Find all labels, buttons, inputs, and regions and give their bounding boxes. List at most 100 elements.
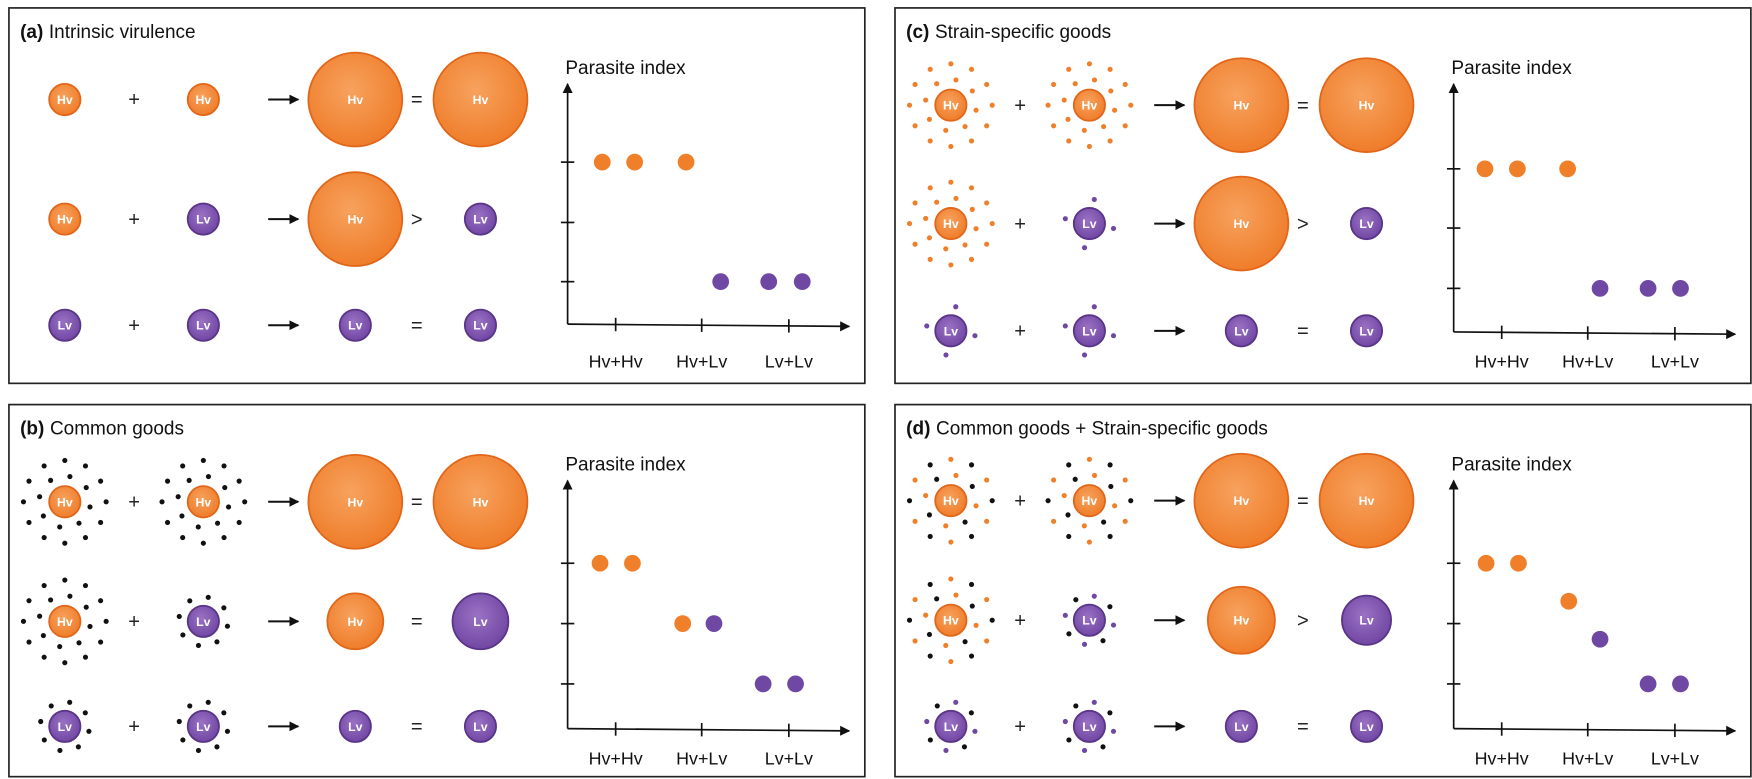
cell-label: Lv: [1082, 324, 1097, 338]
operator: +: [1014, 716, 1026, 738]
cell-label: Hv: [1234, 217, 1250, 231]
cell-label: Hv: [943, 99, 959, 113]
goods-dot: [1112, 108, 1117, 113]
cell-label: Hv: [943, 217, 959, 231]
operator: =: [411, 611, 423, 633]
cell-label: Hv: [1234, 614, 1250, 628]
goods-dot: [1108, 484, 1113, 489]
cell-label: Hv: [347, 495, 363, 509]
cell-label: Lv: [944, 720, 959, 734]
goods-dot: [907, 618, 912, 623]
cell-label: Lv: [196, 720, 211, 734]
goods-dot: [1051, 519, 1056, 524]
cell-label: Hv: [57, 615, 73, 629]
goods-dot: [1123, 477, 1128, 482]
goods-dot: [943, 523, 948, 528]
goods-dot: [225, 624, 230, 629]
goods-dot: [973, 503, 978, 508]
panel-title: (c)Strain-specific goods: [906, 22, 1111, 43]
goods-dot: [221, 710, 226, 715]
goods-dot: [222, 485, 227, 490]
cell-label: Hv: [1359, 99, 1375, 113]
operator: +: [1014, 610, 1026, 632]
goods-dot: [83, 535, 88, 540]
y-axis-label: Parasite index: [1451, 455, 1572, 476]
cell-label: Hv: [1234, 99, 1250, 113]
goods-dot: [969, 534, 974, 539]
goods-dot: [226, 504, 231, 509]
goods-dot: [912, 200, 917, 205]
cell-label: Hv: [943, 494, 959, 508]
goods-dot: [973, 623, 978, 628]
index-point: [1477, 160, 1494, 177]
goods-dot: [98, 520, 103, 525]
index-point: [1640, 676, 1657, 693]
goods-dot: [1082, 128, 1087, 133]
goods-dot: [62, 660, 67, 665]
goods-dot: [87, 504, 92, 509]
goods-dot: [237, 479, 242, 484]
index-point: [1560, 593, 1577, 610]
goods-dot: [923, 216, 928, 221]
cell-label: Lv: [1082, 614, 1097, 628]
goods-dot: [49, 703, 54, 708]
operator: +: [128, 89, 140, 111]
cell-label: Lv: [1082, 720, 1097, 734]
goods-dot: [21, 619, 26, 624]
goods-dot: [1046, 103, 1051, 108]
goods-dot: [187, 703, 192, 708]
goods-dot: [177, 719, 182, 724]
goods-dot: [912, 242, 917, 247]
cell-label: Hv: [196, 495, 212, 509]
goods-dot: [990, 103, 995, 108]
goods-dot: [1051, 477, 1056, 482]
goods-dot: [928, 534, 933, 539]
goods-dot: [1082, 748, 1087, 753]
goods-dot: [1073, 597, 1078, 602]
goods-dot: [953, 473, 958, 478]
goods-dot: [969, 185, 974, 190]
index-point: [706, 615, 723, 632]
panel-label: (a): [20, 22, 43, 43]
goods-dot: [98, 639, 103, 644]
index-point: [624, 555, 641, 572]
goods-dot: [1063, 613, 1068, 618]
goods-dot: [67, 474, 72, 479]
goods-dot: [969, 582, 974, 587]
cell-label: Lv: [473, 213, 488, 227]
cell-label: Hv: [347, 213, 363, 227]
goods-dot: [67, 594, 72, 599]
operator: +: [128, 491, 140, 513]
goods-dot: [221, 605, 226, 610]
operator: =: [411, 89, 423, 111]
goods-dot: [972, 729, 977, 734]
goods-dot: [984, 200, 989, 205]
goods-dot: [1107, 710, 1112, 715]
goods-dot: [969, 67, 974, 72]
index-point: [592, 555, 609, 572]
goods-dot: [970, 484, 975, 489]
cell-label: Hv: [57, 93, 73, 107]
goods-dot: [948, 144, 953, 149]
goods-dot: [927, 235, 932, 240]
goods-dot: [206, 474, 211, 479]
goods-dot: [37, 494, 42, 499]
cell-label: Lv: [1359, 217, 1374, 231]
figure: (a)Intrinsic virulenceHv+HvHv=HvHv+LvHv>…: [0, 0, 1752, 779]
goods-dot: [948, 61, 953, 66]
goods-dot: [1087, 61, 1092, 66]
goods-dot: [1063, 719, 1068, 724]
goods-dot: [1092, 197, 1097, 202]
goods-dot: [934, 596, 939, 601]
operator: >: [1297, 213, 1309, 235]
goods-dot: [1100, 638, 1105, 643]
goods-dot: [221, 463, 226, 468]
operator: +: [128, 209, 140, 231]
goods-dot: [948, 180, 953, 185]
goods-dot: [1066, 462, 1071, 467]
goods-dot: [943, 246, 948, 251]
goods-dot: [1073, 703, 1078, 708]
goods-dot: [1100, 744, 1105, 749]
goods-dot: [214, 744, 219, 749]
goods-dot: [1063, 216, 1068, 221]
